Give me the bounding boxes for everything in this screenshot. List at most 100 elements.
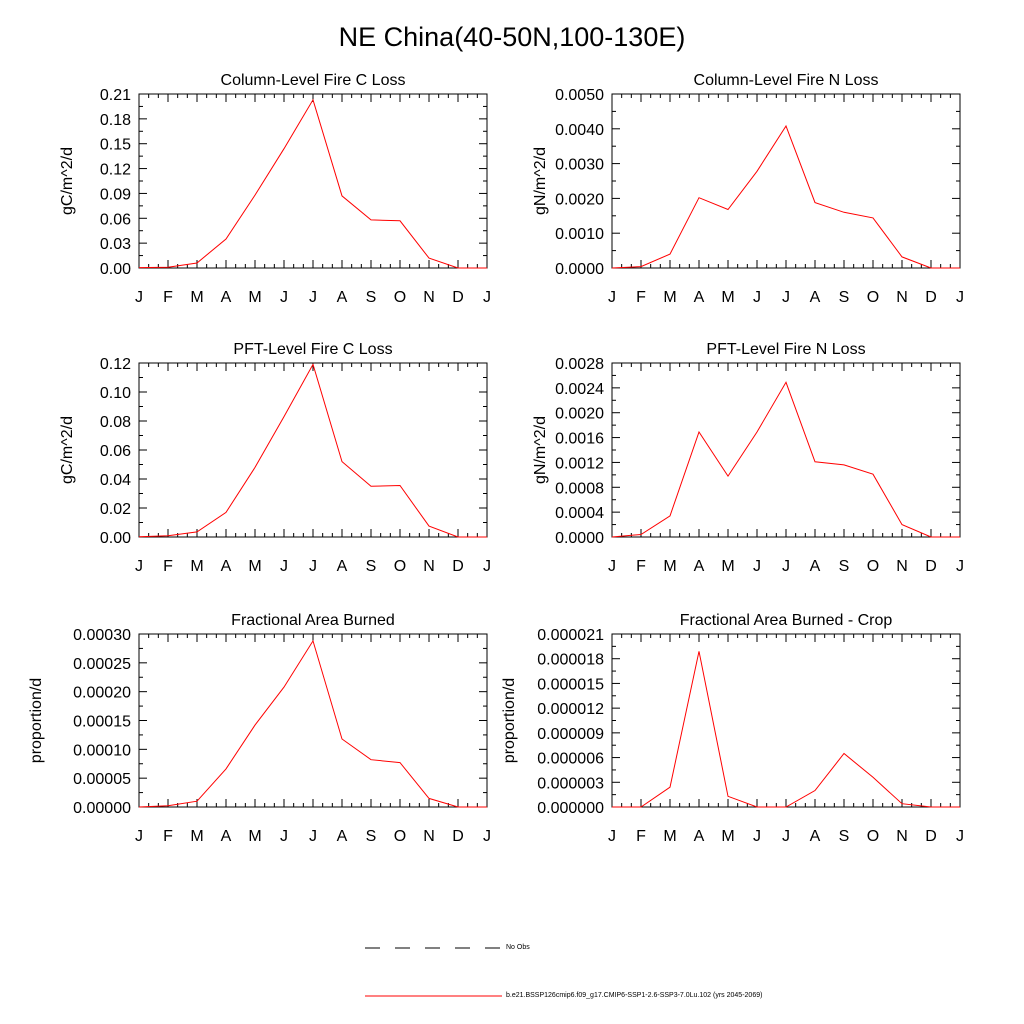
y-tick-label: 0.15 [100, 137, 131, 154]
x-tick-label: J [956, 828, 964, 845]
x-tick-label: F [636, 289, 646, 306]
x-tick-label: O [394, 558, 406, 575]
plot-frame [138, 633, 488, 808]
y-tick-label: 0.0040 [555, 122, 604, 139]
x-tick-label: J [782, 828, 790, 845]
x-tick-label: O [394, 289, 406, 306]
x-tick-label: A [337, 828, 348, 845]
x-tick-label: J [753, 828, 761, 845]
x-tick-label: A [810, 828, 821, 845]
y-tick-label: 0.000006 [537, 751, 604, 768]
y-axis-label: gC/m^2/d [59, 416, 76, 484]
x-tick-label: D [925, 289, 937, 306]
x-tick-label: O [867, 828, 879, 845]
y-tick-label: 0.06 [100, 443, 131, 460]
chart-title: Fractional Area Burned - Crop [680, 612, 893, 629]
plot-frame [611, 362, 961, 538]
x-tick-label: D [925, 558, 937, 575]
x-tick-label: J [309, 828, 317, 845]
y-tick-label: 0.000009 [537, 726, 604, 743]
x-tick-label: J [608, 828, 616, 845]
x-tick-label: M [248, 289, 261, 306]
x-tick-label: A [337, 558, 348, 575]
y-tick-label: 0.0028 [555, 356, 604, 373]
x-tick-label: D [452, 558, 464, 575]
x-tick-label: J [280, 289, 288, 306]
y-tick-label: 0.000003 [537, 775, 604, 792]
x-tick-label: J [280, 828, 288, 845]
plot-frame [611, 93, 961, 269]
y-tick-label: 0.0024 [555, 381, 604, 398]
x-tick-label: F [163, 558, 173, 575]
x-tick-label: J [782, 558, 790, 575]
x-tick-label: J [280, 558, 288, 575]
series-line-1 [138, 639, 487, 808]
plot-frame [138, 93, 488, 269]
y-tick-label: 0.0050 [555, 87, 604, 104]
series-line-1 [138, 363, 487, 538]
x-tick-label: J [956, 558, 964, 575]
y-tick-label: 0.0030 [555, 157, 604, 174]
x-tick-label: M [663, 558, 676, 575]
y-tick-label: 0.08 [100, 414, 131, 431]
x-tick-label: J [309, 289, 317, 306]
y-tick-label: 0.0004 [555, 505, 604, 522]
y-tick-label: 0.00030 [73, 627, 131, 644]
legend-label-no-obs: No Obs [506, 944, 530, 951]
y-tick-label: 0.06 [100, 211, 131, 228]
x-tick-label: M [248, 828, 261, 845]
x-tick-label: A [221, 828, 232, 845]
y-tick-label: 0.04 [100, 472, 131, 489]
y-tick-label: 0.0000 [555, 261, 604, 278]
x-tick-label: F [163, 289, 173, 306]
y-tick-label: 0.18 [100, 112, 131, 129]
x-tick-label: J [483, 828, 491, 845]
x-tick-label: J [782, 289, 790, 306]
x-tick-label: S [366, 558, 377, 575]
x-tick-label: D [452, 289, 464, 306]
y-tick-label: 0.0010 [555, 226, 604, 243]
x-tick-label: O [867, 289, 879, 306]
y-tick-label: 0.0012 [555, 455, 604, 472]
x-tick-label: D [925, 828, 937, 845]
x-tick-label: A [694, 828, 705, 845]
y-axis-label: proportion/d [501, 678, 518, 763]
y-tick-label: 0.000000 [537, 800, 604, 817]
chart-title: Fractional Area Burned [231, 612, 395, 629]
x-tick-label: A [810, 289, 821, 306]
y-tick-label: 0.09 [100, 186, 131, 203]
x-tick-label: J [135, 289, 143, 306]
x-tick-label: A [221, 289, 232, 306]
x-tick-label: A [221, 558, 232, 575]
x-tick-label: N [896, 828, 908, 845]
chart-title: Column-Level Fire C Loss [221, 72, 406, 89]
y-axis-label: proportion/d [28, 678, 45, 763]
y-tick-label: 0.000015 [537, 676, 604, 693]
plot-frame [611, 633, 961, 808]
x-tick-label: M [190, 828, 203, 845]
y-axis-label: gN/m^2/d [532, 416, 549, 484]
x-tick-label: M [248, 558, 261, 575]
x-tick-label: J [135, 828, 143, 845]
x-tick-label: J [956, 289, 964, 306]
x-tick-label: A [694, 558, 705, 575]
x-tick-label: A [337, 289, 348, 306]
y-axis-label: gN/m^2/d [532, 147, 549, 215]
x-tick-label: N [423, 289, 435, 306]
x-tick-label: J [753, 289, 761, 306]
y-tick-label: 0.00005 [73, 771, 131, 788]
x-tick-label: N [423, 828, 435, 845]
y-tick-label: 0.21 [100, 87, 131, 104]
x-tick-label: J [309, 558, 317, 575]
legend-label-model: b.e21.BSSP126cmip6.f09_g17.CMIP6-SSP1-2.… [506, 992, 763, 999]
x-tick-label: D [452, 828, 464, 845]
y-tick-label: 0.0016 [555, 431, 604, 448]
y-tick-label: 0.0020 [555, 406, 604, 423]
y-tick-label: 0.02 [100, 501, 131, 518]
x-tick-label: F [636, 558, 646, 575]
y-tick-label: 0.12 [100, 162, 131, 179]
